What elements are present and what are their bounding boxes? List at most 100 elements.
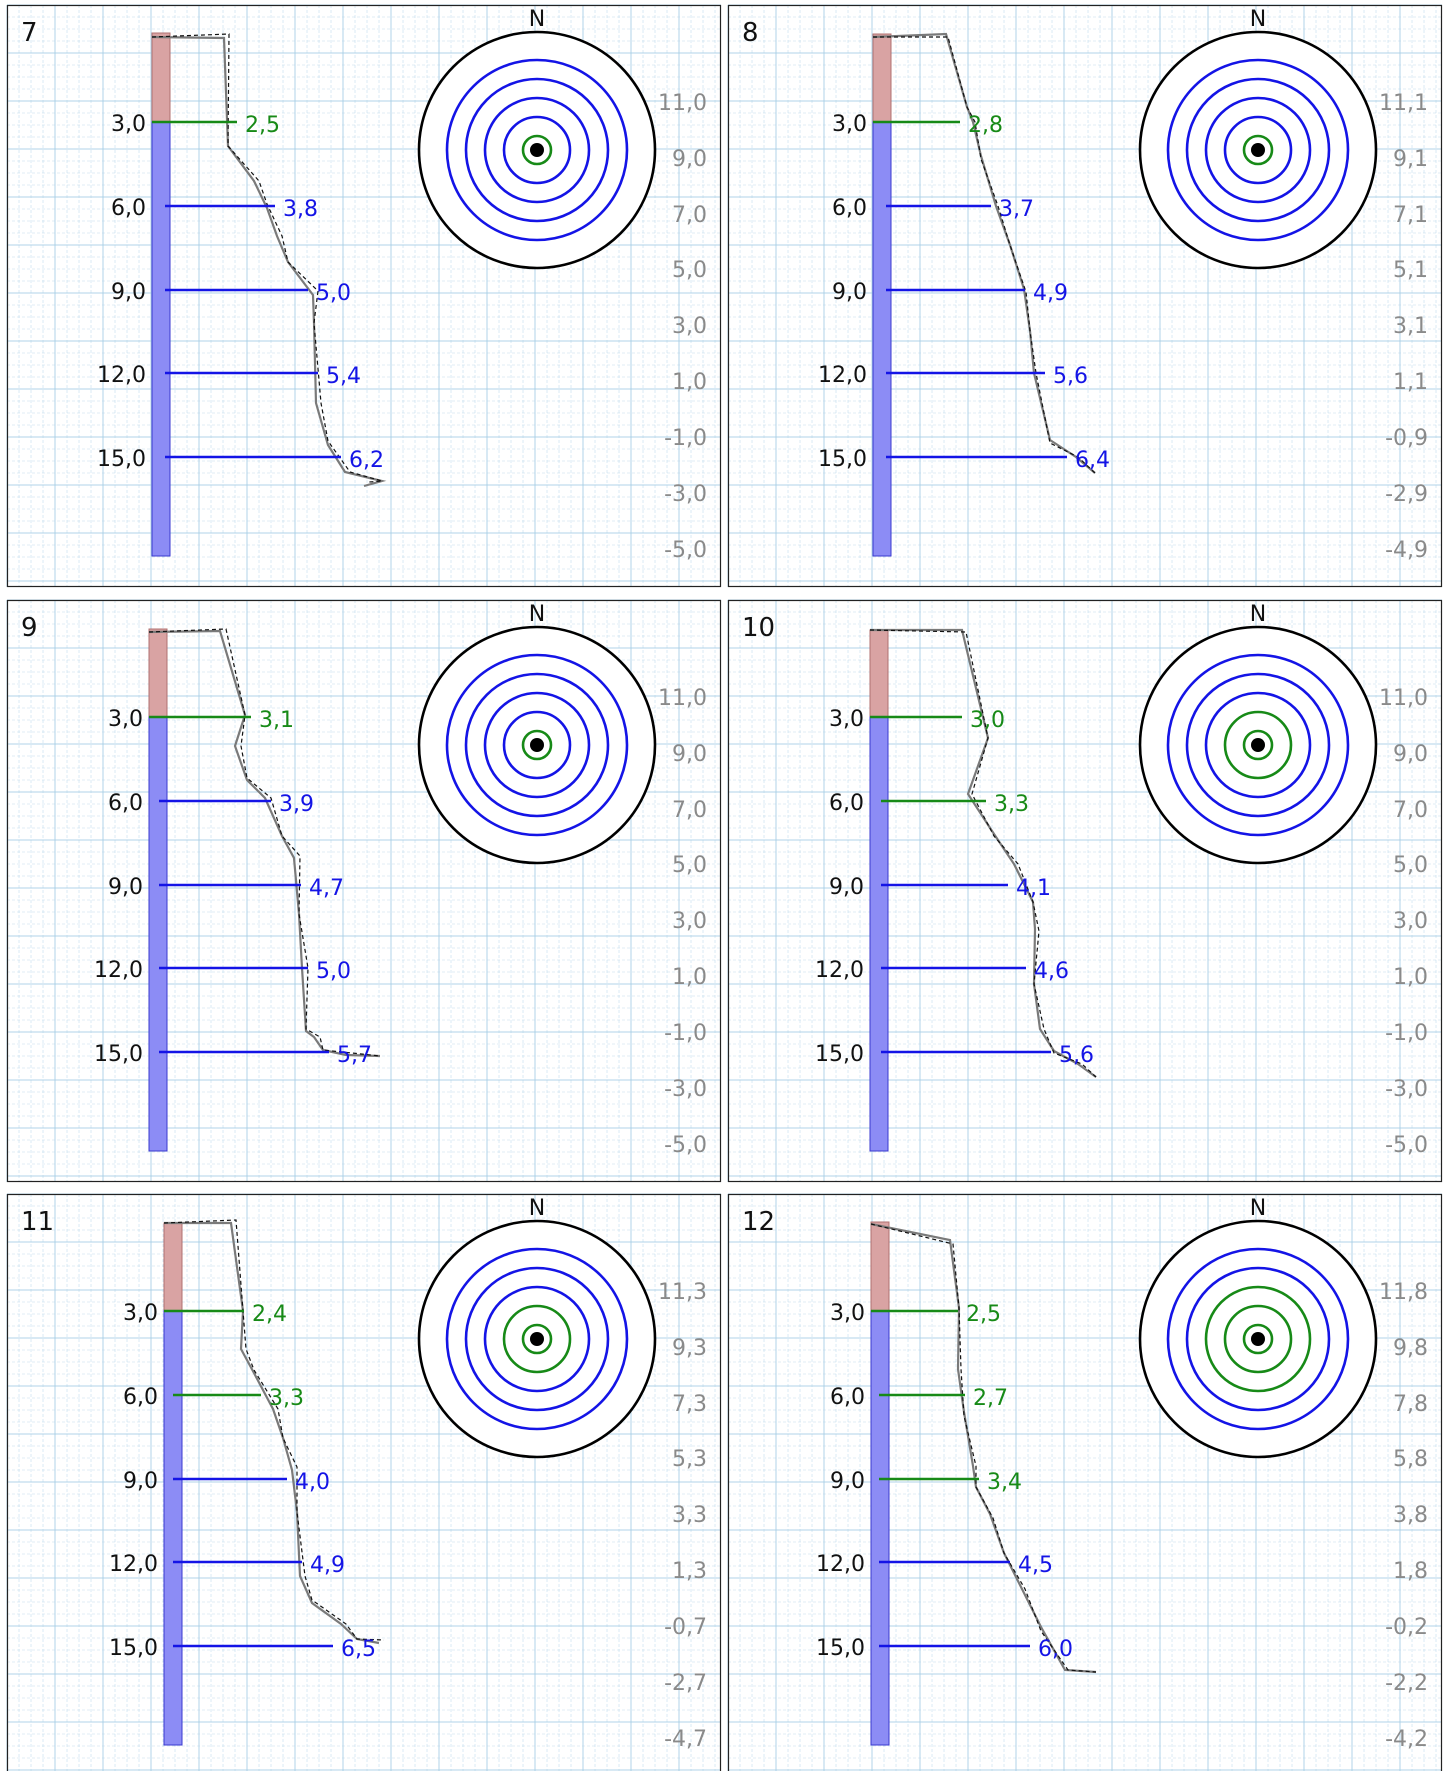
depth-label: 3,0 <box>832 112 867 137</box>
depth-label: 9,0 <box>108 875 143 900</box>
elevation-label: 3,8 <box>1393 1503 1428 1528</box>
elevation-label: 7,8 <box>1393 1392 1428 1417</box>
depth-label: 6,0 <box>832 196 867 221</box>
elevation-label: 7,3 <box>672 1392 707 1417</box>
elevation-label: 3,3 <box>672 1503 707 1528</box>
compass-ring <box>1242 134 1274 166</box>
elevation-label: 9,8 <box>1393 1336 1428 1361</box>
depth-label: 15,0 <box>816 1636 865 1661</box>
depth-label: 9,0 <box>111 280 146 305</box>
water-level-value: 2,7 <box>973 1386 1008 1411</box>
well-screen <box>151 121 171 557</box>
water-level-value: 5,6 <box>1059 1043 1094 1068</box>
well-screen <box>869 716 889 1152</box>
depth-label: 6,0 <box>830 1385 865 1410</box>
design-profile <box>163 1219 385 1641</box>
elevation-label: 1,0 <box>672 965 707 990</box>
panel-7: 7 3,0 6,0 9,0 12,0 15,0 2,5 3,8 5,0 5,4 6,2 11,0 9,0… <box>6 4 722 588</box>
water-level-value: 4,6 <box>1034 959 1069 984</box>
elevation-label: 1,0 <box>672 370 707 395</box>
water-level-value: 3,3 <box>994 792 1029 817</box>
elevation-label: 1,0 <box>1393 965 1428 990</box>
elevation-label: 9,0 <box>672 147 707 172</box>
compass-north-label: N <box>1250 7 1266 32</box>
elevation-label: 9,0 <box>1393 742 1428 767</box>
well-screen <box>163 1310 183 1746</box>
depth-label: 6,0 <box>108 791 143 816</box>
elevation-label: -0,9 <box>1385 426 1428 451</box>
compass-ring <box>502 710 572 780</box>
depth-label: 6,0 <box>829 791 864 816</box>
well-casing-top <box>870 1221 890 1312</box>
ground-profile <box>164 1221 380 1645</box>
depth-label: 12,0 <box>815 958 864 983</box>
depth-label: 15,0 <box>97 447 146 472</box>
water-level-value: 6,2 <box>349 448 384 473</box>
compass-ring <box>1204 1285 1312 1393</box>
compass-ring <box>483 1285 591 1393</box>
elevation-label: 11,8 <box>1379 1280 1428 1305</box>
well-center-dot <box>530 738 544 752</box>
elevation-label: -1,0 <box>664 426 707 451</box>
elevation-label: -4,2 <box>1385 1727 1428 1752</box>
water-level-value: 4,0 <box>295 1470 330 1495</box>
well-casing-top <box>151 32 171 123</box>
depth-label: 3,0 <box>830 1301 865 1326</box>
compass-north-label: N <box>1250 1196 1266 1221</box>
depth-label: 9,0 <box>829 875 864 900</box>
elevation-label: 7,0 <box>672 798 707 823</box>
water-level-value: 4,9 <box>310 1553 345 1578</box>
compass-ring <box>1223 115 1293 185</box>
water-level-value: 3,4 <box>987 1470 1022 1495</box>
panel-number: 11 <box>21 1207 54 1237</box>
well-casing-top <box>163 1222 183 1312</box>
elevation-label: 3,0 <box>672 314 707 339</box>
compass-ring <box>1204 691 1312 799</box>
elevation-label: -2,9 <box>1385 482 1428 507</box>
water-level-value: 3,9 <box>279 792 314 817</box>
water-level-value: 2,5 <box>245 113 280 138</box>
depth-label: 3,0 <box>123 1301 158 1326</box>
elevation-label: 1,8 <box>1393 1559 1428 1584</box>
elevation-label: 7,0 <box>1393 798 1428 823</box>
ground-profile <box>870 628 1097 1078</box>
panel-number: 7 <box>21 18 38 48</box>
elevation-label: -1,0 <box>1385 1021 1428 1046</box>
elevation-label: 9,3 <box>672 1336 707 1361</box>
water-level-value: 5,0 <box>316 281 351 306</box>
elevation-label: 5,3 <box>672 1447 707 1472</box>
compass-ring <box>1242 729 1274 761</box>
elevation-label: -4,9 <box>1385 538 1428 563</box>
compass-ring <box>483 96 591 204</box>
depth-label: 12,0 <box>97 363 146 388</box>
depth-label: 3,0 <box>829 707 864 732</box>
depth-label: 12,0 <box>109 1552 158 1577</box>
elevation-label: 11,0 <box>658 686 707 711</box>
panel-number: 10 <box>742 613 775 643</box>
elevation-label: 11,0 <box>658 91 707 116</box>
compass-ring <box>1166 653 1350 837</box>
water-level-value: 3,7 <box>999 197 1034 222</box>
well-screen <box>872 121 892 557</box>
panel-frame <box>6 4 722 588</box>
water-level-value: 3,3 <box>269 1386 304 1411</box>
depth-label: 6,0 <box>111 196 146 221</box>
well-screen <box>870 1310 890 1746</box>
design-profile <box>873 36 1096 474</box>
compass-ring <box>1185 672 1331 818</box>
compass-ring <box>445 58 629 242</box>
elevation-label: 1,3 <box>672 1559 707 1584</box>
water-level-value: 2,5 <box>966 1302 1001 1327</box>
panel-number: 9 <box>21 613 38 643</box>
compass-ring <box>445 1247 629 1431</box>
compass-ring <box>502 115 572 185</box>
compass-north-label: N <box>529 602 545 627</box>
depth-label: 9,0 <box>832 280 867 305</box>
elevation-label: 1,1 <box>1393 370 1428 395</box>
compass-ring <box>1223 710 1293 780</box>
elevation-label: 9,1 <box>1393 147 1428 172</box>
compass-ring <box>445 653 629 837</box>
elevation-label: -5,0 <box>1385 1133 1428 1158</box>
well-screen <box>148 716 168 1152</box>
ground-profile <box>148 629 381 1058</box>
